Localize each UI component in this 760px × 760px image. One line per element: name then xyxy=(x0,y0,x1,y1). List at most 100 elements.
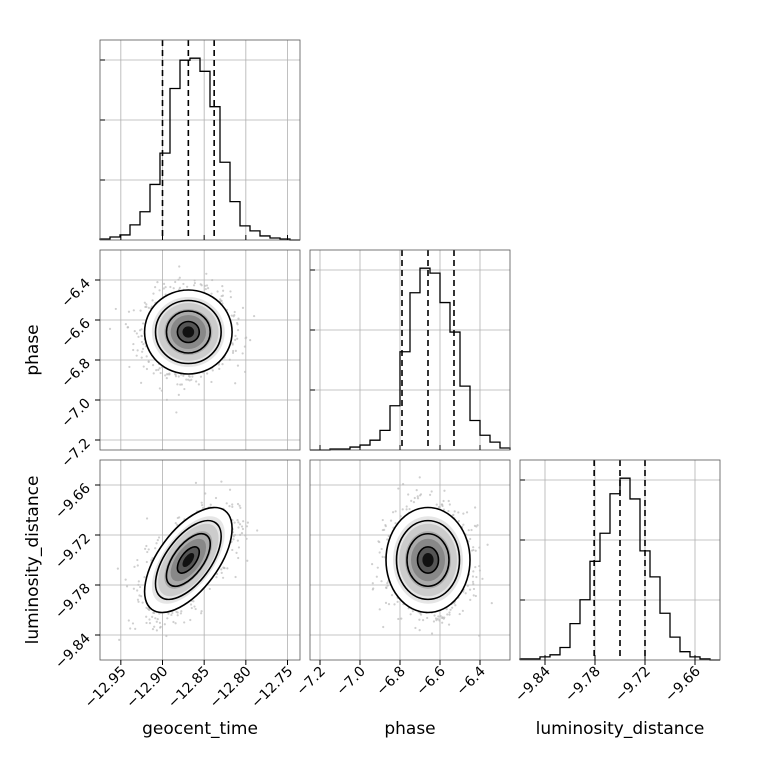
sample-point xyxy=(114,307,117,311)
sample-point xyxy=(390,594,394,597)
sample-point xyxy=(158,621,162,624)
sample-point xyxy=(234,382,237,385)
sample-point xyxy=(471,549,474,552)
sample-point xyxy=(127,310,131,313)
sample-point xyxy=(140,340,144,344)
sample-point xyxy=(240,525,244,528)
sample-point xyxy=(156,618,159,621)
sample-point xyxy=(137,335,140,338)
sample-point xyxy=(137,600,140,603)
sample-point xyxy=(384,523,387,527)
scatter-panel-geocent_time-phase xyxy=(99,249,301,451)
density-shade xyxy=(422,553,434,567)
sample-point xyxy=(140,334,143,337)
sample-point xyxy=(136,558,139,562)
panel-frame xyxy=(99,459,301,661)
sample-point xyxy=(136,598,140,601)
sample-point xyxy=(131,622,135,625)
sample-point xyxy=(218,367,221,370)
sample-point xyxy=(140,595,143,598)
scatter-panel-phase-luminosity_distance xyxy=(309,459,511,661)
sample-point xyxy=(177,278,180,281)
sample-point xyxy=(453,510,456,513)
sample-point xyxy=(142,365,145,368)
sample-point xyxy=(241,527,245,531)
sample-point xyxy=(174,373,177,376)
sample-point xyxy=(151,364,155,367)
sample-point xyxy=(135,354,138,357)
sample-point xyxy=(205,284,209,287)
sample-point xyxy=(133,330,136,333)
sample-point xyxy=(132,587,135,590)
sample-point xyxy=(174,280,177,284)
sample-point xyxy=(394,510,397,513)
sample-point xyxy=(139,585,142,589)
sample-point xyxy=(233,310,236,314)
sample-point xyxy=(164,286,167,289)
panel-content xyxy=(310,460,510,660)
sample-point xyxy=(216,290,219,293)
contour-line xyxy=(176,320,201,344)
sample-point xyxy=(152,292,155,295)
sample-point xyxy=(125,585,129,588)
sample-point xyxy=(156,281,159,284)
sample-point xyxy=(246,521,249,524)
sample-point xyxy=(441,621,444,624)
sample-point xyxy=(411,610,415,613)
sample-point xyxy=(236,539,239,542)
sample-point xyxy=(182,282,185,286)
sample-point xyxy=(133,565,136,568)
sample-point xyxy=(394,522,397,525)
sample-point xyxy=(116,567,119,570)
sample-point xyxy=(442,617,445,620)
x-tick-label: −9.66 xyxy=(662,663,704,705)
sample-point xyxy=(220,568,223,571)
sample-point xyxy=(246,559,249,562)
sample-point xyxy=(142,322,145,325)
sample-point xyxy=(430,490,433,493)
sample-point xyxy=(418,628,421,632)
sample-point xyxy=(408,507,411,511)
x-axis-label: phase xyxy=(384,719,435,739)
sample-point xyxy=(458,612,461,616)
sample-point xyxy=(197,383,200,386)
sample-point xyxy=(418,476,421,479)
sample-point xyxy=(405,505,408,508)
sample-point xyxy=(204,492,207,495)
sample-point xyxy=(169,285,172,289)
sample-point xyxy=(137,583,140,586)
sample-point xyxy=(188,375,191,378)
sample-point xyxy=(155,620,158,623)
sample-point xyxy=(231,505,234,509)
y-axis-label: phase xyxy=(23,324,43,375)
sample-point xyxy=(234,338,237,341)
sample-point xyxy=(221,363,224,366)
sample-point xyxy=(162,282,166,285)
sample-point xyxy=(419,613,423,616)
sample-point xyxy=(232,349,235,353)
sample-point xyxy=(231,343,234,346)
sample-point xyxy=(159,371,162,375)
sample-point xyxy=(221,576,225,579)
sample-point xyxy=(231,351,235,354)
sample-point xyxy=(396,600,399,603)
sample-point xyxy=(182,374,185,377)
sample-point xyxy=(244,337,247,340)
sample-point xyxy=(185,378,188,381)
sample-point xyxy=(438,619,441,622)
sample-point xyxy=(440,616,444,620)
sample-point xyxy=(151,615,154,618)
sample-point xyxy=(457,519,460,523)
sample-point xyxy=(256,529,259,532)
y-tick-label: −7.0 xyxy=(58,396,93,431)
sample-point xyxy=(136,589,139,592)
sample-point xyxy=(132,309,135,312)
sample-point xyxy=(237,521,240,524)
sample-point xyxy=(236,328,240,332)
panel-frame xyxy=(309,249,511,451)
sample-point xyxy=(448,611,451,614)
sample-point xyxy=(465,511,469,514)
sample-point xyxy=(238,504,241,507)
sample-point xyxy=(233,521,236,524)
sample-point xyxy=(193,279,196,282)
